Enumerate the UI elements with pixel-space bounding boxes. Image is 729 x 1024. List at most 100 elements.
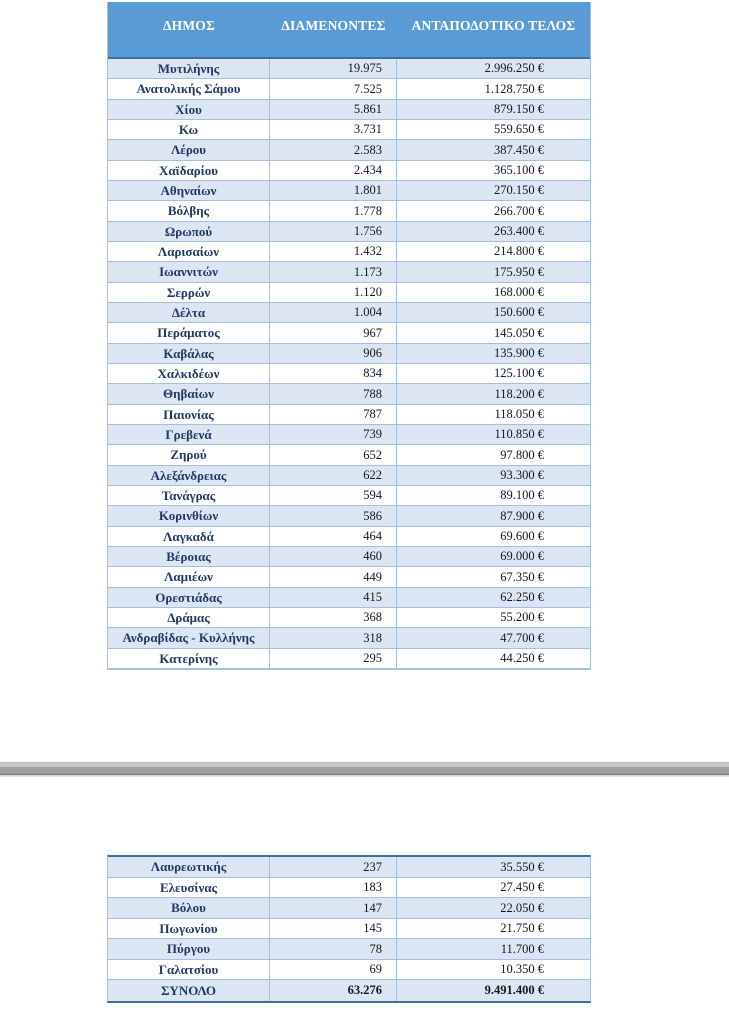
residents-cell: 295 [270, 648, 397, 668]
fee-cell: 10.350 € [500, 962, 544, 976]
fee-cell: 69.600 € [500, 528, 544, 543]
table-row: Ζηρού 652 97.800 € [108, 445, 590, 466]
residents-cell: 415 [270, 587, 397, 607]
residents-cell: 183 [270, 877, 397, 897]
municipality-cell: Κω [108, 119, 270, 140]
residents-cell: 145 [270, 918, 397, 938]
residents-cell: 1.173 [270, 262, 397, 282]
fee-cell: 125.100 € [494, 366, 544, 381]
table-row: Ελευσίνας 183 27.450 € [108, 877, 590, 898]
residents-cell: 368 [270, 607, 397, 628]
fee-cell: 69.000 € [500, 549, 544, 564]
municipality-cell: Παιονίας [108, 404, 270, 424]
fee-cell: 365.100 € [494, 163, 544, 178]
municipality-cell: Ζηρού [108, 445, 270, 465]
page-break-divider [0, 762, 729, 777]
fee-cell: 93.300 € [500, 467, 544, 482]
table-row: Θηβαίων 788 118.200 € [108, 384, 590, 405]
residents-cell: 5.861 [270, 99, 397, 119]
table-row: Καβάλας 906 135.900 € [108, 343, 590, 364]
fee-cell: 214.800 € [494, 244, 544, 259]
fee-cell: 9.491.400 € [484, 983, 544, 997]
residents-cell: 1.801 [270, 180, 397, 201]
municipality-cell: Δράμας [108, 607, 270, 628]
residents-cell: 1.004 [270, 302, 397, 323]
fee-cell: 87.900 € [500, 508, 544, 523]
municipality-cell: Ορεστιάδας [108, 587, 270, 607]
table-row: Λαμιέων 449 67.350 € [108, 567, 590, 588]
municipality-cell: Θηβαίων [108, 384, 270, 404]
table-row: Χίου 5.861 879.150 € [108, 99, 590, 120]
municipality-cell: Σερρών [108, 282, 270, 302]
residents-cell: 2.434 [270, 160, 397, 180]
fee-cell: 135.900 € [494, 346, 544, 360]
residents-cell: 906 [270, 343, 397, 363]
fee-cell: 2.996.250 € [484, 61, 544, 76]
municipality-cell: Ανατολικής Σάμου [108, 79, 270, 99]
table-row: Κατερίνης 295 44.250 € [108, 648, 590, 669]
municipality-cell: Κατερίνης [108, 648, 270, 668]
municipality-cell: Λαγκαδά [108, 526, 270, 546]
column-header-fee: ΑΝΤΑΠΟΔΟΤΙΚΟ ΤΕΛΟΣ [411, 18, 576, 33]
residents-cell: 2.583 [270, 140, 397, 160]
municipality-cell: Τανάγρας [108, 485, 270, 506]
table-row: Τανάγρας 594 89.100 € [108, 485, 590, 507]
residents-cell: 739 [270, 424, 397, 445]
table-row: Κω 3.731 559.650 € [108, 119, 590, 141]
residents-cell: 78 [270, 939, 397, 959]
fee-cell: 145.050 € [494, 325, 544, 340]
municipality-cell: Ωρωπού [108, 221, 270, 241]
municipality-cell: Χαλκιδέων [108, 363, 270, 384]
table-row: Ωρωπού 1.756 263.400 € [108, 221, 590, 242]
municipality-cell: Χίου [108, 99, 270, 119]
fee-cell: 270.150 € [494, 183, 544, 198]
municipality-cell: Μυτιλήνης [108, 59, 270, 79]
residents-cell: 1.756 [270, 221, 397, 241]
fee-cell: 35.550 € [500, 859, 544, 874]
fee-cell: 559.650 € [494, 122, 544, 137]
table-row: Λαυρεωτικής 237 35.550 € [108, 857, 590, 878]
table-row: Λέρου 2.583 387.450 € [108, 140, 590, 161]
fee-cell: 879.150 € [494, 102, 544, 117]
residents-cell: 63.276 [270, 980, 397, 1001]
fee-cell: 387.450 € [494, 142, 544, 157]
column-header-municipality: ΔΗΜΟΣ [162, 18, 216, 33]
residents-cell: 3.731 [270, 119, 397, 140]
residents-cell: 594 [270, 485, 397, 506]
table-row: Ανατολικής Σάμου 7.525 1.128.750 € [108, 79, 590, 100]
municipality-fee-table-page2: Λαυρεωτικής 237 35.550 € Ελευσίνας 183 27.450… [107, 855, 591, 1003]
municipality-cell: Πύργου [108, 939, 270, 959]
residents-cell: 967 [270, 323, 397, 343]
fee-cell: 47.700 € [500, 630, 544, 645]
fee-cell: 27.450 € [500, 880, 544, 894]
page2-table-body: Λαυρεωτικής 237 35.550 € Ελευσίνας 183 27.450… [108, 857, 590, 1001]
residents-cell: 652 [270, 445, 397, 465]
municipality-cell: Χαϊδαρίου [108, 160, 270, 180]
residents-cell: 460 [270, 546, 397, 567]
table-row: Αλεξάνδρειας 622 93.300 € [108, 465, 590, 486]
municipality-cell: Αλεξάνδρειας [108, 465, 270, 485]
fee-cell: 110.850 € [494, 427, 544, 442]
residents-cell: 7.525 [270, 79, 397, 99]
table-row: Δέλτα 1.004 150.600 € [108, 302, 590, 324]
municipality-cell: Λαυρεωτικής [108, 857, 270, 877]
fee-cell: 175.950 € [494, 264, 544, 279]
municipality-cell: Ανδραβίδας - Κυλλήνης [108, 628, 270, 648]
table-row: Μυτιλήνης 19.975 2.996.250 € [108, 59, 590, 80]
total-row: ΣΥΝΟΛΟ 63.276 9.491.400 € [108, 980, 590, 1001]
residents-cell: 788 [270, 384, 397, 404]
municipality-fee-table-page1: ΔΗΜΟΣ ΔΙΑΜΕΝΟΝΤΕΣ ΑΝΤΑΠΟΔΟΤΙΚΟ ΤΕΛΟΣ Μυτ… [107, 2, 591, 670]
table-row: Σερρών 1.120 168.000 € [108, 282, 590, 303]
municipality-cell: Λαμιέων [108, 567, 270, 587]
municipality-cell: Βέροιας [108, 546, 270, 567]
municipality-cell: Αθηναίων [108, 180, 270, 201]
residents-cell: 449 [270, 567, 397, 587]
municipality-cell: Γρεβενά [108, 424, 270, 445]
fee-cell: 263.400 € [494, 224, 544, 239]
municipality-cell: Βόλου [108, 898, 270, 918]
residents-cell: 1.120 [270, 282, 397, 302]
municipality-cell: Δέλτα [108, 302, 270, 323]
residents-cell: 147 [270, 898, 397, 918]
residents-cell: 834 [270, 363, 397, 384]
